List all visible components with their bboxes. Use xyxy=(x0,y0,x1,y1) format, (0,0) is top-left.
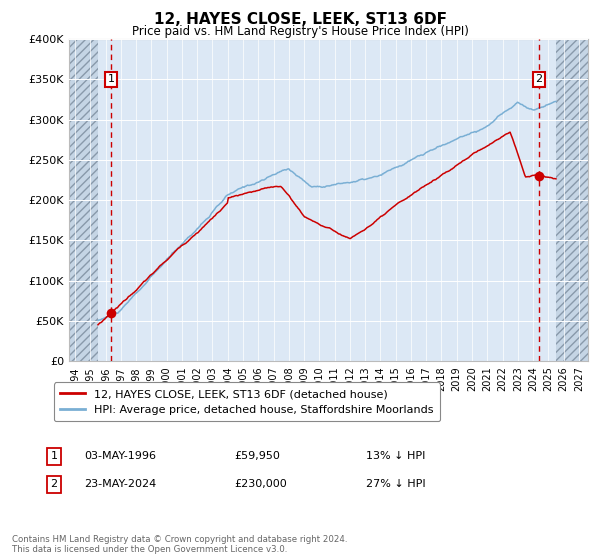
Text: Contains HM Land Registry data © Crown copyright and database right 2024.
This d: Contains HM Land Registry data © Crown c… xyxy=(12,535,347,554)
Text: 1: 1 xyxy=(107,74,115,85)
Text: 2: 2 xyxy=(535,74,542,85)
Text: 12, HAYES CLOSE, LEEK, ST13 6DF: 12, HAYES CLOSE, LEEK, ST13 6DF xyxy=(154,12,446,27)
Text: £230,000: £230,000 xyxy=(234,479,287,489)
Text: 2: 2 xyxy=(50,479,58,489)
Text: 13% ↓ HPI: 13% ↓ HPI xyxy=(366,451,425,461)
Bar xyxy=(556,39,588,361)
Text: 23-MAY-2024: 23-MAY-2024 xyxy=(84,479,156,489)
Text: 03-MAY-1996: 03-MAY-1996 xyxy=(84,451,156,461)
Text: 1: 1 xyxy=(50,451,58,461)
Text: Price paid vs. HM Land Registry's House Price Index (HPI): Price paid vs. HM Land Registry's House … xyxy=(131,25,469,38)
Bar xyxy=(556,39,588,361)
Legend: 12, HAYES CLOSE, LEEK, ST13 6DF (detached house), HPI: Average price, detached h: 12, HAYES CLOSE, LEEK, ST13 6DF (detache… xyxy=(53,382,440,421)
Text: 27% ↓ HPI: 27% ↓ HPI xyxy=(366,479,425,489)
Text: £59,950: £59,950 xyxy=(234,451,280,461)
Bar xyxy=(69,39,98,361)
Bar xyxy=(69,39,98,361)
